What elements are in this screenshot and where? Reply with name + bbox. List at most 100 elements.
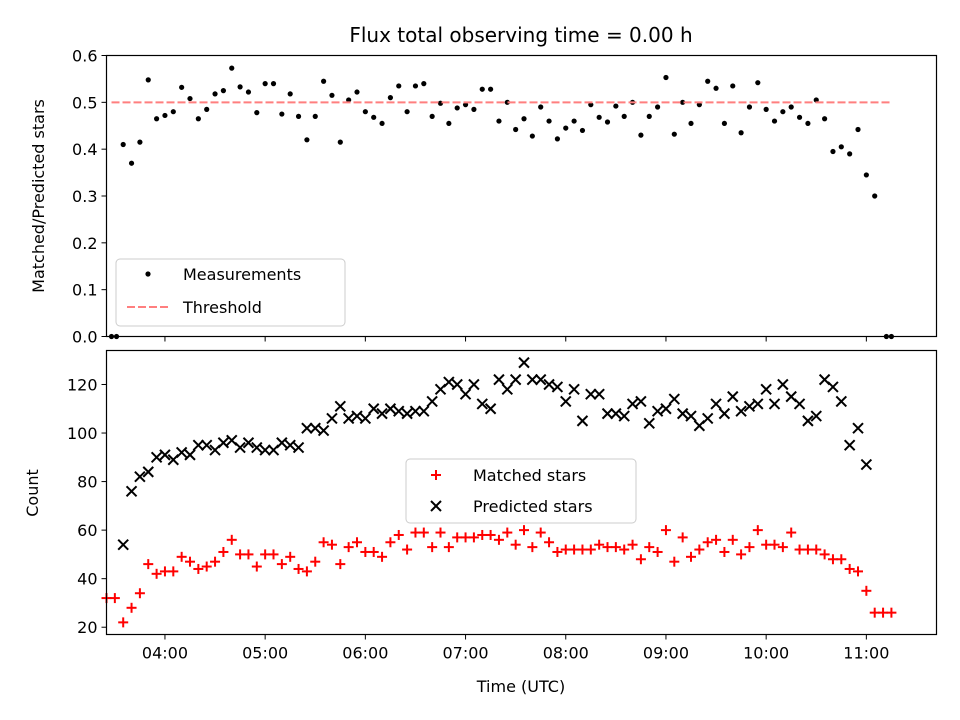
y-tick-label: 80: [77, 473, 97, 492]
measurement-point: [179, 84, 185, 90]
measurement-point: [721, 120, 728, 127]
measurement-point: [830, 148, 836, 155]
predicted-point: [334, 400, 347, 413]
matched-point: [560, 544, 571, 555]
predicted-point: [359, 412, 372, 425]
measurement-point: [554, 136, 561, 142]
matched-point: [326, 539, 337, 550]
matched-point: [460, 532, 471, 543]
matched-point: [427, 542, 438, 553]
measurement-point: [538, 104, 544, 110]
matched-point: [844, 563, 855, 574]
matched-point: [811, 544, 822, 555]
predicted-point: [367, 403, 380, 415]
matched-point: [786, 527, 797, 538]
legend-dot-marker: [145, 271, 151, 277]
matched-point: [602, 542, 613, 553]
predicted-point: [175, 446, 188, 459]
predicted-point: [317, 424, 330, 437]
matched-point: [577, 544, 588, 555]
measurement-point: [329, 92, 335, 98]
measurement-point: [295, 113, 302, 119]
matched-point: [493, 534, 504, 545]
matched-point: [552, 546, 563, 557]
predicted-point: [384, 403, 397, 415]
matched-point: [260, 549, 271, 560]
predicted-point: [518, 356, 530, 369]
predicted-point: [200, 439, 213, 451]
y-tick-label: 60: [77, 521, 97, 540]
predicted-point: [401, 407, 413, 420]
legend-label-measurements: Measurements: [183, 265, 301, 284]
matched-point: [393, 529, 404, 540]
measurement-point: [187, 95, 193, 102]
x-tick-label: 08:00: [543, 644, 589, 663]
predicted-point: [134, 471, 146, 483]
measurement-point: [120, 141, 126, 148]
measurement-point: [763, 106, 769, 112]
matched-point: [343, 542, 354, 553]
matched-point: [519, 525, 530, 536]
ratio-legend: Measurements Threshold: [115, 258, 346, 327]
predicted-point: [793, 398, 806, 410]
x-tick-label: 05:00: [242, 644, 288, 663]
predicted-point: [301, 422, 313, 434]
predicted-point: [292, 441, 305, 454]
predicted-point: [476, 398, 488, 410]
measurement-point: [705, 78, 711, 84]
matched-point: [694, 544, 705, 555]
y-tick-label: 0.1: [72, 281, 97, 300]
matched-point: [827, 554, 838, 565]
predicted-point: [810, 410, 822, 422]
predicted-point: [601, 407, 614, 420]
matched-point: [126, 602, 137, 613]
predicted-point: [852, 422, 864, 434]
matched-point: [527, 542, 538, 553]
matched-point: [510, 539, 521, 550]
measurement-point: [771, 118, 778, 124]
measurement-point: [279, 111, 285, 117]
measurement-point: [195, 116, 201, 122]
count-plot-area: [101, 356, 897, 628]
measurement-point: [287, 91, 293, 97]
matched-point: [677, 532, 688, 543]
matched-point: [385, 537, 396, 548]
measurement-point: [746, 104, 753, 110]
matched-point: [802, 544, 813, 555]
measurement-point: [137, 139, 143, 145]
matched-point: [635, 554, 646, 565]
y-tick-label: 0.4: [72, 140, 97, 159]
matched-point: [226, 534, 237, 545]
measurement-point: [204, 106, 210, 112]
x-tick-label: 04:00: [142, 644, 188, 663]
measurement-point: [371, 114, 377, 120]
measurement-point: [596, 114, 602, 120]
predicted-point: [184, 449, 196, 461]
measurement-point: [796, 114, 803, 120]
measurement-point: [304, 137, 310, 143]
matched-point: [836, 554, 847, 565]
predicted-point: [125, 485, 138, 497]
measurement-point: [429, 113, 435, 119]
legend-x-marker: [430, 500, 442, 512]
matched-point: [176, 551, 187, 562]
matched-point: [118, 617, 129, 628]
measurement-point: [680, 99, 686, 105]
measurement-point: [621, 113, 627, 119]
matched-point: [886, 607, 897, 618]
matched-point: [218, 546, 229, 557]
count-x-ticks: 04:00 05:00 06:00 07:00 08:00 09:00 10:00 11:00: [142, 634, 889, 663]
matched-point: [251, 561, 262, 572]
predicted-point: [843, 439, 856, 451]
predicted-point: [509, 373, 522, 386]
measurement-point: [872, 193, 878, 199]
predicted-point: [560, 395, 572, 408]
measurement-point: [822, 116, 828, 122]
y-tick-label: 0.6: [72, 47, 97, 66]
matched-point: [652, 546, 663, 557]
matched-point: [318, 537, 329, 548]
y-tick-label: 0.5: [72, 93, 97, 112]
matched-point: [544, 537, 555, 548]
matched-point: [293, 563, 304, 574]
matched-point: [452, 532, 463, 543]
